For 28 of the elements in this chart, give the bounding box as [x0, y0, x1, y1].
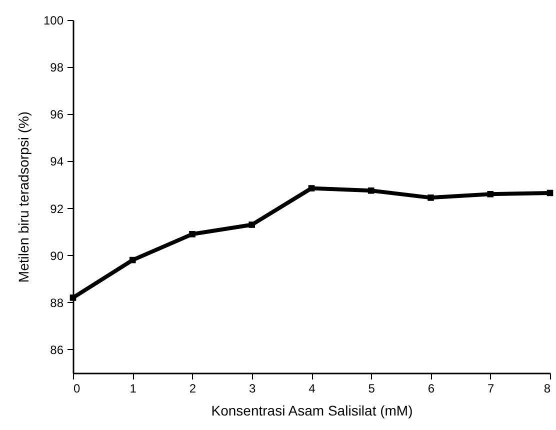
x-tick-label: 8: [544, 382, 551, 396]
y-tick-label: 92: [50, 202, 64, 216]
x-axis-title: Konsentrasi Asam Salisilat (mM): [211, 402, 413, 418]
point: [248, 222, 256, 228]
point: [546, 190, 554, 196]
y-axis-title: Metilen biru teradsorpsi (%): [15, 111, 32, 283]
point: [308, 185, 315, 192]
y-tick-label: 86: [50, 342, 64, 357]
point: [487, 190, 494, 198]
point: [368, 187, 374, 194]
y-tick-label: 90: [50, 248, 64, 263]
x-tick-label: 0: [74, 382, 80, 396]
y-tick-label: 100: [43, 14, 64, 28]
x-tick-label: 7: [488, 382, 495, 396]
x-tick-label: 3: [249, 382, 256, 396]
x-tick-label: 1: [130, 382, 137, 396]
y-tick-label: 98: [50, 60, 64, 75]
point: [129, 256, 136, 264]
point: [70, 294, 76, 301]
x-tick-label: 5: [368, 382, 376, 396]
x-tick-label: 2: [189, 382, 196, 396]
x-tick-label: 4: [308, 382, 316, 396]
point: [189, 230, 196, 238]
point: [428, 194, 434, 201]
y-tick-label: 88: [50, 296, 64, 310]
y-tick-label: 96: [50, 108, 64, 122]
y-tick-label: 94: [50, 154, 64, 169]
x-tick-label: 6: [428, 382, 435, 396]
